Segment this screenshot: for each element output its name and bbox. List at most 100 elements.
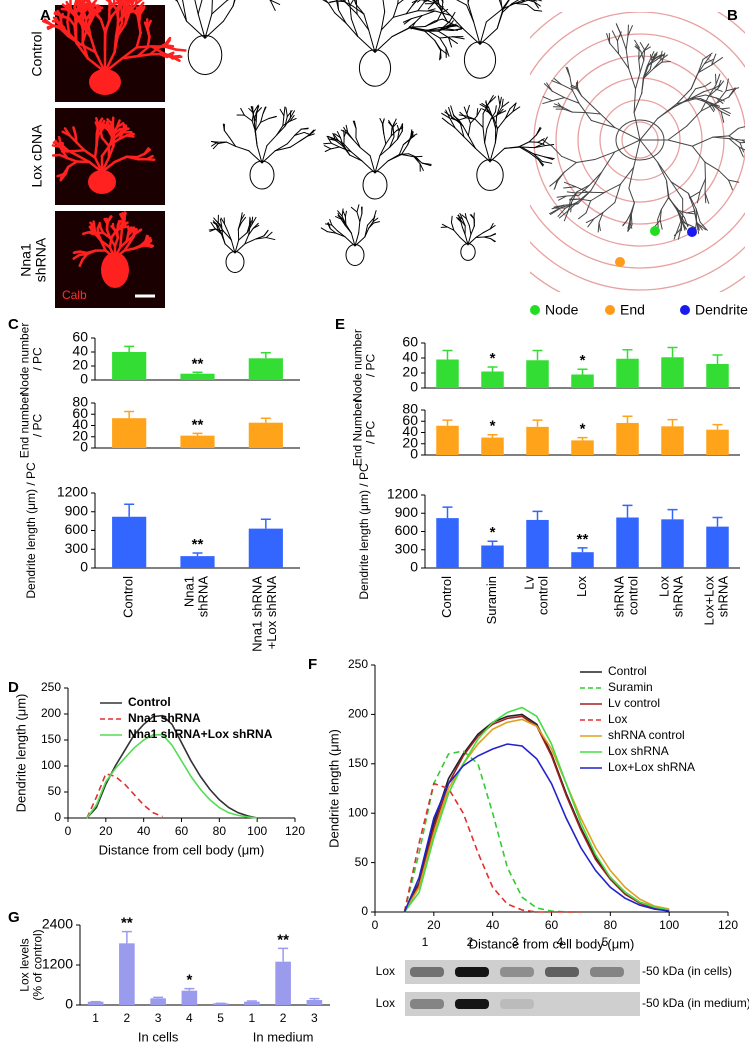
x-tick-label: 40: [486, 918, 500, 932]
dendrite-segment: [643, 68, 654, 79]
dendrite-segment: [135, 45, 154, 49]
dendrite-segment: [501, 0, 510, 10]
dendrite-segment: [261, 145, 268, 164]
dendrite-segment: [115, 119, 121, 129]
dendrite-segment: [651, 53, 656, 61]
lane-label: 4: [557, 935, 564, 949]
dendrite-segment: [268, 115, 277, 119]
dendrite-segment: [703, 87, 715, 93]
error-bar: [153, 996, 164, 999]
x-tick-label: Control: [439, 576, 454, 618]
dendrite-segment: [397, 130, 403, 140]
dendrite-segment: [219, 218, 223, 227]
dendrite-segment: [130, 0, 136, 6]
legend-label: Nna1 shRNA: [128, 711, 201, 725]
dendrite-segment: [237, 220, 242, 230]
dendrite-segment: [120, 46, 138, 60]
x-tick-label: LoxshRNA: [657, 576, 686, 618]
dendrite-segment: [461, 214, 467, 220]
dendrite-segment: [696, 63, 705, 75]
dendrite-segment: [285, 107, 288, 117]
dendrite-segment: [347, 0, 351, 6]
dendrite-segment: [639, 139, 658, 163]
y-axis-label: Node number/ PC: [351, 329, 378, 402]
bar: [87, 1001, 104, 1005]
sholl-ring: [530, 12, 745, 269]
dendrite-segment: [704, 161, 706, 180]
panel-letter: D: [8, 679, 19, 696]
sholl-ring: [577, 77, 703, 203]
lane-label: 1: [422, 935, 429, 949]
dendrite-segment: [450, 215, 453, 224]
dendrite-segment: [466, 104, 470, 115]
dendrite-segment: [565, 201, 579, 209]
dendrite-segment: [331, 224, 338, 232]
error-bar: [442, 506, 453, 519]
dendrite-segment: [649, 59, 653, 70]
significance: **: [277, 931, 289, 948]
soma-outline: [345, 244, 365, 266]
dendrite-segment: [279, 108, 285, 117]
sholl-ring: [599, 99, 681, 181]
soma-outline: [460, 243, 476, 261]
dendrite-segment: [589, 103, 602, 115]
dendrite-segment: [335, 0, 345, 3]
dendrite-segment: [355, 0, 358, 15]
dendrite-segment: [446, 21, 464, 30]
dendrite-segment: [643, 46, 651, 52]
dendrite-segment: [345, 223, 352, 234]
dendrite-segment: [100, 136, 111, 148]
dendrite-segment: [720, 111, 731, 117]
dendrite-segment: [294, 131, 305, 136]
dendrite-segment: [363, 13, 370, 31]
blot-band: [410, 967, 444, 977]
significance: *: [186, 972, 192, 989]
dendrite-segment: [494, 128, 499, 144]
dendrite-segment: [718, 170, 730, 181]
dendrite-segment: [487, 111, 495, 120]
dendrite-segment: [708, 104, 715, 113]
dendrite-segment: [633, 92, 643, 114]
dendrite-segment: [329, 0, 337, 3]
dendrite-segment: [445, 47, 450, 57]
dendrite-segment: [396, 124, 400, 132]
dendrite-segment: [487, 96, 497, 105]
dendrite-segment: [344, 236, 356, 247]
dendrite-segment: [502, 0, 510, 11]
dendrite-segment: [558, 195, 567, 201]
dendrite-segment: [123, 241, 131, 252]
legend-label: Lox shRNA: [608, 744, 669, 758]
bar: [248, 528, 283, 568]
soma-outline: [187, 34, 223, 76]
dendrite-segment: [494, 105, 497, 113]
dendrite-segment: [481, 108, 489, 113]
bar: [481, 545, 504, 568]
y-tick-label: 20: [72, 427, 88, 443]
dendrite-segment: [602, 202, 616, 213]
dendrite-segment: [131, 227, 136, 234]
dendrite-segment: [350, 206, 358, 213]
dendrite-segment: [334, 133, 342, 139]
dendrite-segment: [699, 221, 708, 231]
significance: *: [490, 350, 496, 367]
dendrite-segment: [174, 48, 187, 52]
legend-label: shRNA control: [608, 728, 685, 742]
dendrite-segment: [489, 222, 494, 230]
dendrite-segment: [728, 179, 740, 183]
dendrite-segment: [234, 243, 246, 254]
dendrite-segment: [409, 25, 426, 28]
dendrite-segment: [99, 18, 107, 35]
dendrite-segment: [525, 0, 535, 3]
bar: [112, 516, 147, 568]
dendrite-segment: [695, 208, 701, 223]
x-tick-label: Suramin: [484, 576, 499, 624]
dendrite-segment: [488, 107, 493, 118]
dendrite-segment: [130, 8, 139, 16]
dendrite-segment: [284, 115, 288, 127]
dendrite-segment: [405, 4, 414, 15]
significance: **: [192, 355, 204, 372]
x-tick-label: 1: [249, 1011, 256, 1025]
dendrite-segment: [251, 120, 257, 133]
y-tick-label: 20: [402, 434, 418, 450]
dendrite-segment: [380, 11, 386, 31]
